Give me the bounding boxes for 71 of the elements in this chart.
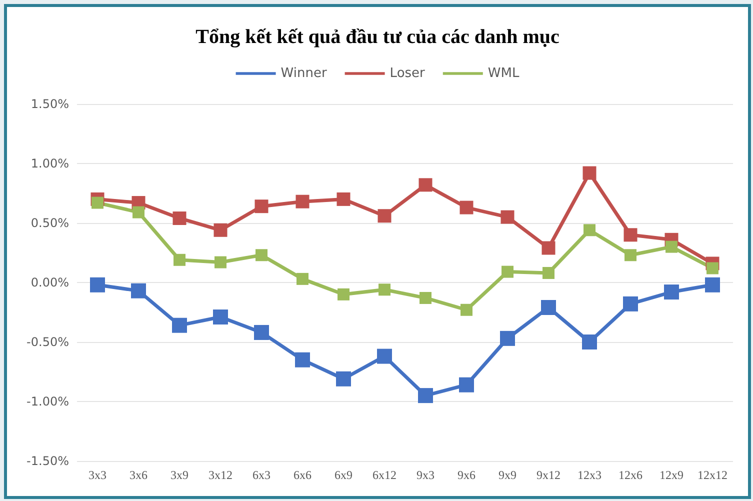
point	[542, 241, 556, 255]
legend-label: WML	[488, 66, 520, 81]
point	[174, 254, 186, 266]
point	[378, 209, 392, 223]
point	[214, 256, 226, 268]
point	[92, 196, 104, 209]
point	[624, 249, 636, 262]
point	[296, 194, 310, 208]
x-tick-label: 9x12	[536, 468, 560, 482]
point	[254, 200, 268, 214]
x-tick-label: 9x9	[498, 468, 516, 482]
x-tick-label: 3x9	[170, 468, 188, 482]
chart-title: Tổng kết kết quả đầu tư của các danh mục	[196, 26, 560, 48]
point	[295, 352, 310, 368]
point	[460, 304, 472, 316]
point	[131, 283, 146, 298]
y-tick-label: 1.00%	[30, 156, 69, 170]
y-tick-label: -1.50%	[26, 454, 69, 468]
point	[705, 277, 720, 292]
x-tick-label: 9x6	[458, 468, 476, 482]
point	[172, 318, 187, 333]
point	[132, 206, 144, 218]
x-tick-label: 12x3	[578, 468, 602, 482]
point	[338, 288, 350, 300]
x-tick-label: 6x6	[294, 468, 312, 482]
legend-label: Loser	[390, 66, 426, 81]
legend-label: Winner	[280, 66, 328, 81]
y-tick-label: -1.00%	[26, 394, 69, 408]
x-tick-label: 12x6	[618, 468, 642, 482]
x-tick-label: 9x3	[416, 468, 434, 482]
point	[378, 284, 390, 296]
y-tick-label: 1.50%	[30, 97, 69, 111]
point	[500, 210, 514, 224]
point	[624, 228, 638, 242]
point	[336, 371, 351, 386]
x-tick-label: 12x9	[660, 468, 684, 482]
point	[541, 300, 556, 315]
point	[664, 284, 679, 300]
point	[172, 211, 186, 225]
point	[623, 296, 638, 312]
point	[418, 178, 432, 192]
point	[90, 277, 105, 292]
point	[542, 266, 554, 279]
point	[582, 334, 597, 350]
x-tick-label: 6x3	[252, 468, 270, 482]
point	[418, 388, 433, 404]
point	[256, 249, 268, 262]
point	[500, 330, 515, 346]
point	[296, 272, 308, 285]
point	[584, 224, 596, 236]
point	[582, 166, 596, 180]
y-tick-label: -0.50%	[26, 335, 69, 349]
y-tick-label: 0.50%	[30, 216, 69, 230]
point	[502, 266, 514, 278]
x-tick-label: 3x3	[88, 468, 106, 482]
point	[377, 348, 392, 364]
x-tick-label: 12x12	[698, 468, 728, 482]
y-tick-label: 0.00%	[30, 276, 69, 290]
x-tick-label: 6x9	[334, 468, 352, 482]
x-tick-label: 6x12	[372, 468, 396, 482]
point	[706, 262, 718, 274]
point	[420, 292, 432, 304]
point	[213, 310, 228, 325]
point	[459, 377, 474, 392]
point	[336, 192, 350, 206]
point	[666, 240, 678, 253]
x-tick-label: 3x6	[130, 468, 148, 482]
point	[254, 324, 269, 340]
x-tick-label: 3x12	[208, 468, 232, 482]
point	[214, 223, 228, 237]
point	[460, 200, 474, 214]
